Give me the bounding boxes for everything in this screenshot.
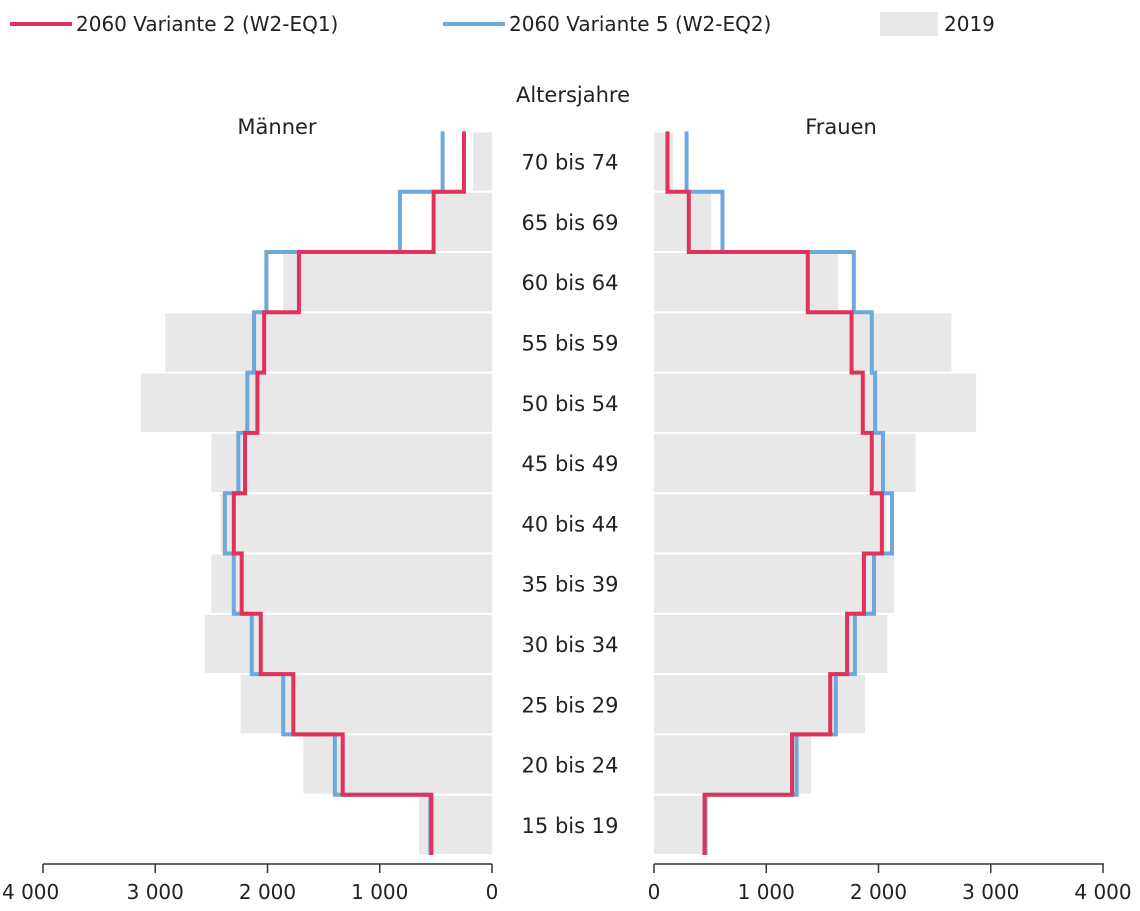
men-line-v2 xyxy=(231,131,466,855)
legend-swatch-2019 xyxy=(880,12,938,36)
men-2019-bar-35-bis-39 xyxy=(211,554,492,613)
age-label-15-bis-19: 15 bis 19 xyxy=(522,814,619,838)
men-2019-bar-65-bis-69 xyxy=(435,192,492,251)
men-2019-bar-40-bis-44 xyxy=(220,494,493,553)
legend-label-v2: 2060 Variante 2 (W2-EQ1) xyxy=(76,12,338,36)
men-2019-bar-50-bis-54 xyxy=(140,373,492,432)
women-2019-bar-50-bis-54 xyxy=(654,373,977,432)
men-2019-bar-60-bis-64 xyxy=(283,253,492,312)
women-2019-bar-30-bis-34 xyxy=(654,614,888,674)
men-2019-bar-45-bis-49 xyxy=(211,433,492,493)
women-tick-label-1000: 1 000 xyxy=(738,880,795,904)
legend-label-2019: 2019 xyxy=(944,12,995,36)
age-label-65-bis-69: 65 bis 69 xyxy=(522,211,619,235)
women-tick-label-2000: 2 000 xyxy=(850,880,907,904)
age-label-30-bis-34: 30 bis 34 xyxy=(522,633,619,657)
men-2019-bar-20-bis-24 xyxy=(303,735,492,794)
men-tick-label-4000: 4 000 xyxy=(2,880,59,904)
women-2019-bar-40-bis-44 xyxy=(654,494,887,553)
age-group-labels: 15 bis 19 20 bis 24 25 bis 29 30 bis 34 35 b… xyxy=(522,151,619,838)
women-2019-bar-55-bis-59 xyxy=(654,313,952,372)
women-2019-bars xyxy=(654,132,977,854)
legend: 2060 Variante 2 (W2-EQ1) 2060 Variante 5… xyxy=(10,12,995,36)
men-tick-label-2000: 2 000 xyxy=(239,880,296,904)
women-side-label: Frauen xyxy=(805,115,877,139)
women-2019-bar-35-bis-39 xyxy=(654,554,895,613)
men-tick-label-1000: 1 000 xyxy=(351,880,408,904)
women-2019-bar-70-bis-74 xyxy=(654,132,674,191)
women-2019-bar-60-bis-64 xyxy=(654,253,839,312)
men-2019-bar-30-bis-34 xyxy=(204,614,492,674)
men-2019-bar-70-bis-74 xyxy=(472,132,492,191)
women-line-v2 xyxy=(665,131,884,855)
men-2019-bar-25-bis-29 xyxy=(240,675,492,734)
women-2019-bar-25-bis-29 xyxy=(654,675,866,734)
women-tick-label-4000: 4 000 xyxy=(1074,880,1131,904)
women-2019-bar-65-bis-69 xyxy=(654,192,712,251)
x-axis-ticks: 0 0 1 000 1 000 2 000 2 000 3 000 3 000 4 000 4 0… xyxy=(2,864,1132,904)
age-label-20-bis-24: 20 bis 24 xyxy=(522,754,619,778)
women-2019-bar-15-bis-19 xyxy=(654,795,705,854)
women-tick-label-0: 0 xyxy=(648,880,661,904)
women-tick-label-3000: 3 000 xyxy=(962,880,1019,904)
men-side-label: Männer xyxy=(237,115,317,139)
legend-label-v5: 2060 Variante 5 (W2-EQ2) xyxy=(509,12,771,36)
age-label-45-bis-49: 45 bis 49 xyxy=(522,452,619,476)
age-label-25-bis-29: 25 bis 29 xyxy=(522,693,619,717)
age-label-40-bis-44: 40 bis 44 xyxy=(522,512,619,536)
age-label-60-bis-64: 60 bis 64 xyxy=(522,271,619,295)
men-2019-bar-55-bis-59 xyxy=(165,313,493,372)
projection-lines xyxy=(222,131,894,855)
women-2019-bar-45-bis-49 xyxy=(654,433,916,493)
men-tick-label-0: 0 xyxy=(486,880,499,904)
age-label-70-bis-74: 70 bis 74 xyxy=(522,151,619,175)
women-2019-bar-20-bis-24 xyxy=(654,735,812,794)
age-label-50-bis-54: 50 bis 54 xyxy=(522,392,619,416)
age-label-35-bis-39: 35 bis 39 xyxy=(522,573,619,597)
age-label-55-bis-59: 55 bis 59 xyxy=(522,331,619,355)
men-tick-label-3000: 3 000 xyxy=(127,880,184,904)
age-axis-title: Altersjahre xyxy=(516,83,630,107)
men-2019-bars xyxy=(140,132,493,854)
